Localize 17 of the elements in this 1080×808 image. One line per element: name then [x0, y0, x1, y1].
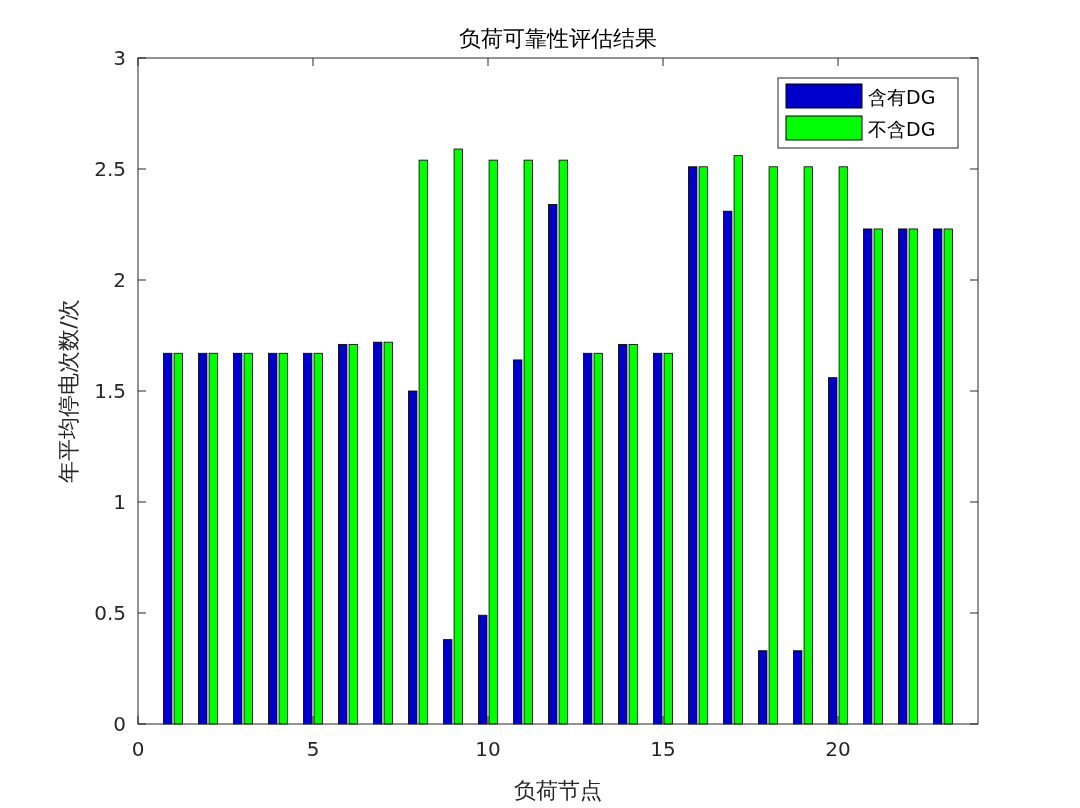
- legend-label: 含有DG: [868, 86, 936, 108]
- x-tick-label: 15: [650, 737, 676, 761]
- y-tick-label: 2.5: [94, 157, 126, 181]
- y-tick-label: 3: [113, 46, 126, 70]
- y-tick-label: 0.5: [94, 601, 126, 625]
- y-axis-title: 年平均停电次数/次: [56, 299, 81, 483]
- legend-label: 不含DG: [868, 118, 936, 140]
- x-tick-label: 20: [825, 737, 851, 761]
- x-axis-title: 负荷节点: [514, 778, 602, 803]
- x-tick-label: 5: [306, 737, 320, 761]
- y-tick-label: 1: [113, 490, 126, 514]
- y-tick-label: 2: [113, 268, 126, 292]
- y-tick-label: 0: [113, 712, 126, 736]
- chart-title: 负荷可靠性评估结果: [459, 26, 657, 51]
- x-tick-label: 0: [131, 737, 145, 761]
- x-tick-label: 10: [475, 737, 501, 761]
- y-tick-label: 1.5: [94, 379, 126, 403]
